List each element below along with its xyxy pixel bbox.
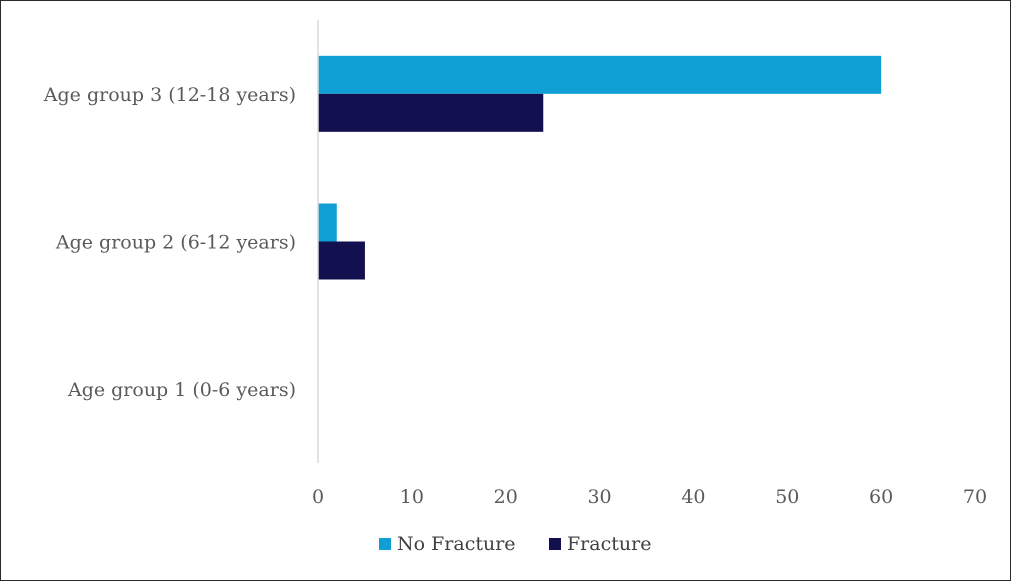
x-tick-label: 10 — [400, 486, 424, 508]
bar-no-fracture-0 — [318, 55, 882, 94]
value-tick-labels: 0 10 20 30 40 50 60 70 — [312, 486, 987, 508]
bar-fracture-1 — [318, 241, 365, 280]
x-tick-label: 0 — [312, 486, 324, 508]
category-labels: Age group 3 (12-18 years) Age group 2 (6-… — [43, 84, 296, 401]
x-tick-label: 30 — [587, 486, 611, 508]
bar-no-fracture-1 — [318, 203, 337, 242]
category-label: Age group 3 (12-18 years) — [43, 84, 296, 106]
legend-label: Fracture — [567, 533, 651, 555]
x-tick-label: 20 — [494, 486, 518, 508]
legend: No Fracture Fracture — [379, 533, 651, 555]
x-tick-label: 70 — [963, 486, 987, 508]
x-tick-label: 50 — [775, 486, 799, 508]
legend-swatch — [379, 538, 391, 550]
x-tick-label: 40 — [681, 486, 705, 508]
legend-label: No Fracture — [397, 533, 516, 555]
category-label: Age group 2 (6-12 years) — [55, 232, 296, 254]
category-label: Age group 1 (0-6 years) — [67, 379, 296, 401]
x-tick-label: 60 — [869, 486, 893, 508]
bars-group — [318, 55, 882, 280]
legend-swatch — [549, 538, 561, 550]
bar-fracture-0 — [318, 93, 544, 132]
